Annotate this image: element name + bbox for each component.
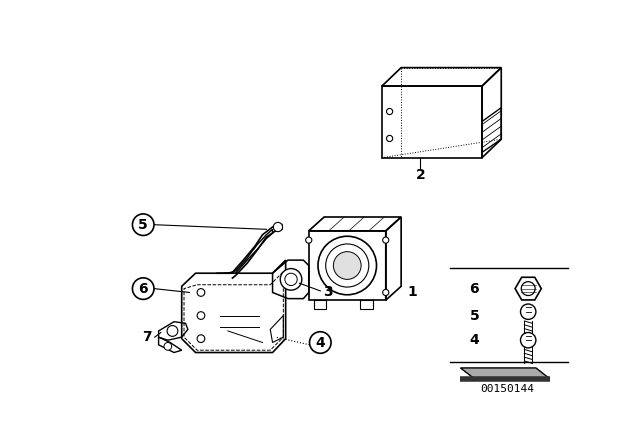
Circle shape <box>164 343 172 350</box>
Circle shape <box>285 273 297 285</box>
Circle shape <box>520 304 536 319</box>
Circle shape <box>306 237 312 243</box>
Circle shape <box>520 332 536 348</box>
Circle shape <box>326 244 369 287</box>
Text: 5: 5 <box>469 309 479 323</box>
Text: 7: 7 <box>142 330 152 344</box>
Polygon shape <box>460 368 550 379</box>
Text: 1: 1 <box>408 285 417 299</box>
Circle shape <box>197 335 205 343</box>
Circle shape <box>310 332 331 353</box>
Text: 5: 5 <box>138 218 148 232</box>
Circle shape <box>273 222 283 232</box>
Circle shape <box>383 289 389 296</box>
Circle shape <box>167 326 178 336</box>
Text: 00150144: 00150144 <box>481 384 534 395</box>
Text: 4: 4 <box>316 336 325 349</box>
Circle shape <box>280 269 302 290</box>
Circle shape <box>383 237 389 243</box>
Text: 3: 3 <box>323 285 333 299</box>
Circle shape <box>197 289 205 296</box>
Text: 6: 6 <box>138 282 148 296</box>
Circle shape <box>387 108 393 115</box>
Circle shape <box>521 282 535 296</box>
Circle shape <box>132 278 154 299</box>
Circle shape <box>318 236 376 295</box>
Circle shape <box>197 312 205 319</box>
Text: 2: 2 <box>415 168 425 182</box>
Circle shape <box>333 252 361 280</box>
Text: 4: 4 <box>469 333 479 347</box>
Circle shape <box>387 135 393 142</box>
Text: 6: 6 <box>470 282 479 296</box>
Circle shape <box>132 214 154 236</box>
